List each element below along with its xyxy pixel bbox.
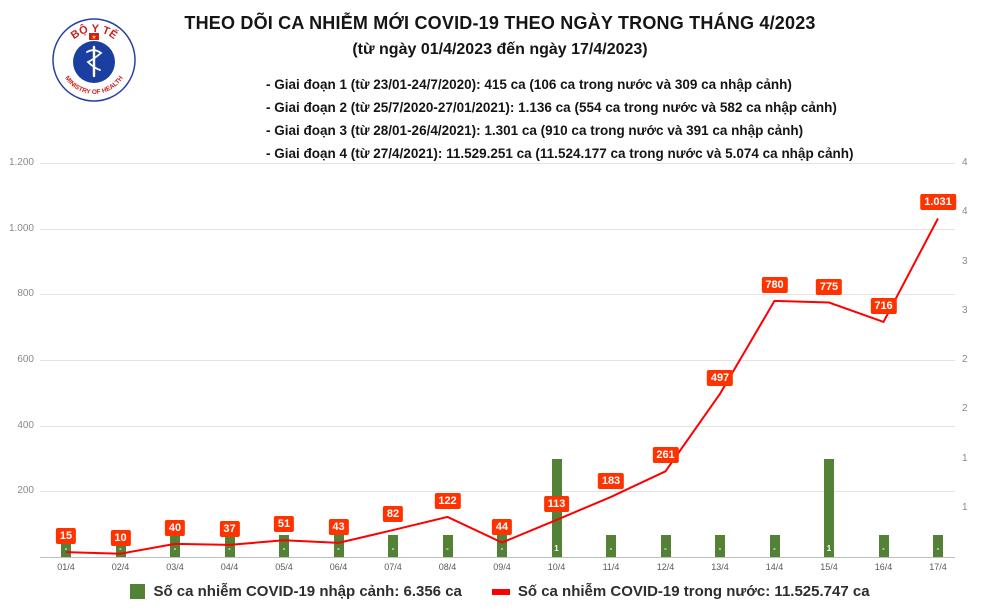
phase-2-line: - Giai đoạn 2 (từ 25/7/2020-27/01/2021):… xyxy=(266,100,837,115)
x-axis-label: 08/4 xyxy=(438,562,457,572)
flag-star-icon: ★ xyxy=(91,34,96,41)
caduceus-icon xyxy=(86,45,103,78)
point-value-label: 497 xyxy=(706,369,734,386)
ministry-of-health-logo: BỘ Y TẾ MINISTRY OF HEALTH ★ xyxy=(50,10,138,119)
phase-4-line: - Giai đoạn 4 (từ 27/4/2021): 11.529.251… xyxy=(266,146,854,161)
x-axis-label: 12/4 xyxy=(656,562,675,572)
page-subtitle: (từ ngày 01/4/2023 đến ngày 17/4/2023) xyxy=(352,41,648,58)
point-value-label: 716 xyxy=(870,297,897,314)
point-value-label: 37 xyxy=(219,520,240,537)
logo-emblem-icon: BỘ Y TẾ MINISTRY OF HEALTH ★ xyxy=(52,18,136,102)
y-axis-right-label: 1 xyxy=(962,501,968,513)
x-axis-label: 09/4 xyxy=(493,562,511,572)
bar-label: - xyxy=(64,544,68,553)
phase-3-line: - Giai đoạn 3 (từ 28/01-26/4/2021): 1.30… xyxy=(266,123,804,138)
x-axis-label: 07/4 xyxy=(384,562,402,572)
x-axis-line xyxy=(40,557,955,558)
legend-item-imported: Số ca nhiễm COVID-19 nhập cảnh: 6.356 ca xyxy=(130,583,462,600)
point-value-label: 780 xyxy=(761,276,788,293)
gridline xyxy=(40,491,955,493)
x-axis-label: 05/4 xyxy=(275,562,293,572)
phase-1-line: - Giai đoạn 1 (từ 23/01-24/7/2020): 415 … xyxy=(266,77,792,92)
x-axis-label: 11/4 xyxy=(602,562,620,572)
point-value-label: 183 xyxy=(597,472,625,489)
x-axis-label: 01/4 xyxy=(57,562,75,572)
point-value-label: 10 xyxy=(110,529,131,546)
y-axis-left-label: 600 xyxy=(17,354,34,365)
gridline xyxy=(40,163,955,164)
bar-label: - xyxy=(391,544,395,553)
legend-imported-swatch xyxy=(130,584,146,599)
bar-label: - xyxy=(609,544,613,553)
y-axis-right-label: 2 xyxy=(962,403,968,415)
bar-label: - xyxy=(718,544,722,553)
x-axis-label: 10/4 xyxy=(547,562,566,572)
point-value-label: 122 xyxy=(434,492,461,509)
svg-text:BỘ Y TẾ: BỘ Y TẾ xyxy=(69,23,120,42)
bar-label: - xyxy=(173,544,177,553)
flag-icon xyxy=(89,33,99,40)
point-value-label: 1.031 xyxy=(920,194,956,211)
legend-domestic-label: Số ca nhiễm COVID-19 trong nước: 11.525.… xyxy=(517,583,870,600)
y-axis-right-label: 1 xyxy=(962,452,968,464)
gridline xyxy=(40,228,955,230)
bar-label: - xyxy=(282,544,286,553)
bar-label: - xyxy=(936,544,940,553)
trend-line xyxy=(65,218,939,555)
x-axis-label: 14/4 xyxy=(765,562,784,572)
y-axis-right-label: 3 xyxy=(962,255,968,267)
page-title: THEO DÕI CA NHIỄM MỚI COVID-19 THEO NGÀY… xyxy=(184,13,816,33)
bar-label: - xyxy=(228,544,231,553)
gridline xyxy=(40,425,955,427)
point-value-label: 40 xyxy=(164,519,186,536)
point-value-label: 113 xyxy=(543,495,570,512)
y-axis-left-label: 200 xyxy=(17,485,34,497)
x-axis-label: 17/4 xyxy=(929,562,947,572)
y-axis-right-label: 4 xyxy=(962,157,968,168)
gridline xyxy=(40,360,955,361)
x-axis-label: 15/4 xyxy=(820,562,838,572)
bar-label: - xyxy=(882,544,885,553)
bar-label: - xyxy=(664,544,667,553)
x-axis-label: 06/4 xyxy=(329,562,348,572)
x-axis-label: 16/4 xyxy=(874,562,893,572)
legend: Số ca nhiễm COVID-19 nhập cảnh: 6.356 ca… xyxy=(0,583,1000,600)
legend-item-domestic: Số ca nhiễm COVID-19 trong nước: 11.525.… xyxy=(491,583,870,600)
logo-top-text: BỘ Y TẾ xyxy=(69,23,120,42)
point-value-label: 51 xyxy=(273,516,295,533)
x-axis-label: 04/4 xyxy=(220,562,239,572)
x-axis-label: 13/4 xyxy=(711,562,729,572)
y-axis-left-label: 400 xyxy=(17,419,34,431)
y-axis-left-label: 1.200 xyxy=(8,157,34,168)
bar-label: - xyxy=(500,544,504,553)
y-axis-right-label: 2 xyxy=(962,354,968,365)
bar-label: - xyxy=(446,544,449,553)
y-axis-left-label: 800 xyxy=(17,288,34,300)
point-value-label: 82 xyxy=(382,506,404,523)
bar-label: 1 xyxy=(826,544,832,553)
legend-imported-label: Số ca nhiễm COVID-19 nhập cảnh: 6.356 ca xyxy=(153,583,462,600)
y-axis-right-label: 3 xyxy=(962,304,968,316)
point-value-label: 43 xyxy=(328,518,349,535)
y-axis-left-label: 1.000 xyxy=(8,222,34,234)
bar-label: 1 xyxy=(554,544,559,553)
phase-summary: - Giai đoạn 1 (từ 23/01-24/7/2020): 415 … xyxy=(266,73,853,165)
point-value-label: 261 xyxy=(652,447,679,464)
point-value-label: 775 xyxy=(815,278,843,295)
x-axis-label: 02/4 xyxy=(111,562,130,572)
bar xyxy=(824,458,834,557)
bar-label: - xyxy=(773,544,776,553)
y-axis-right-label: 4 xyxy=(962,206,968,218)
point-value-label: 15 xyxy=(55,528,77,545)
legend-domestic-swatch xyxy=(491,588,510,595)
bar-label: - xyxy=(337,544,340,553)
x-axis-label: 03/4 xyxy=(166,562,184,572)
point-value-label: 44 xyxy=(491,518,513,535)
